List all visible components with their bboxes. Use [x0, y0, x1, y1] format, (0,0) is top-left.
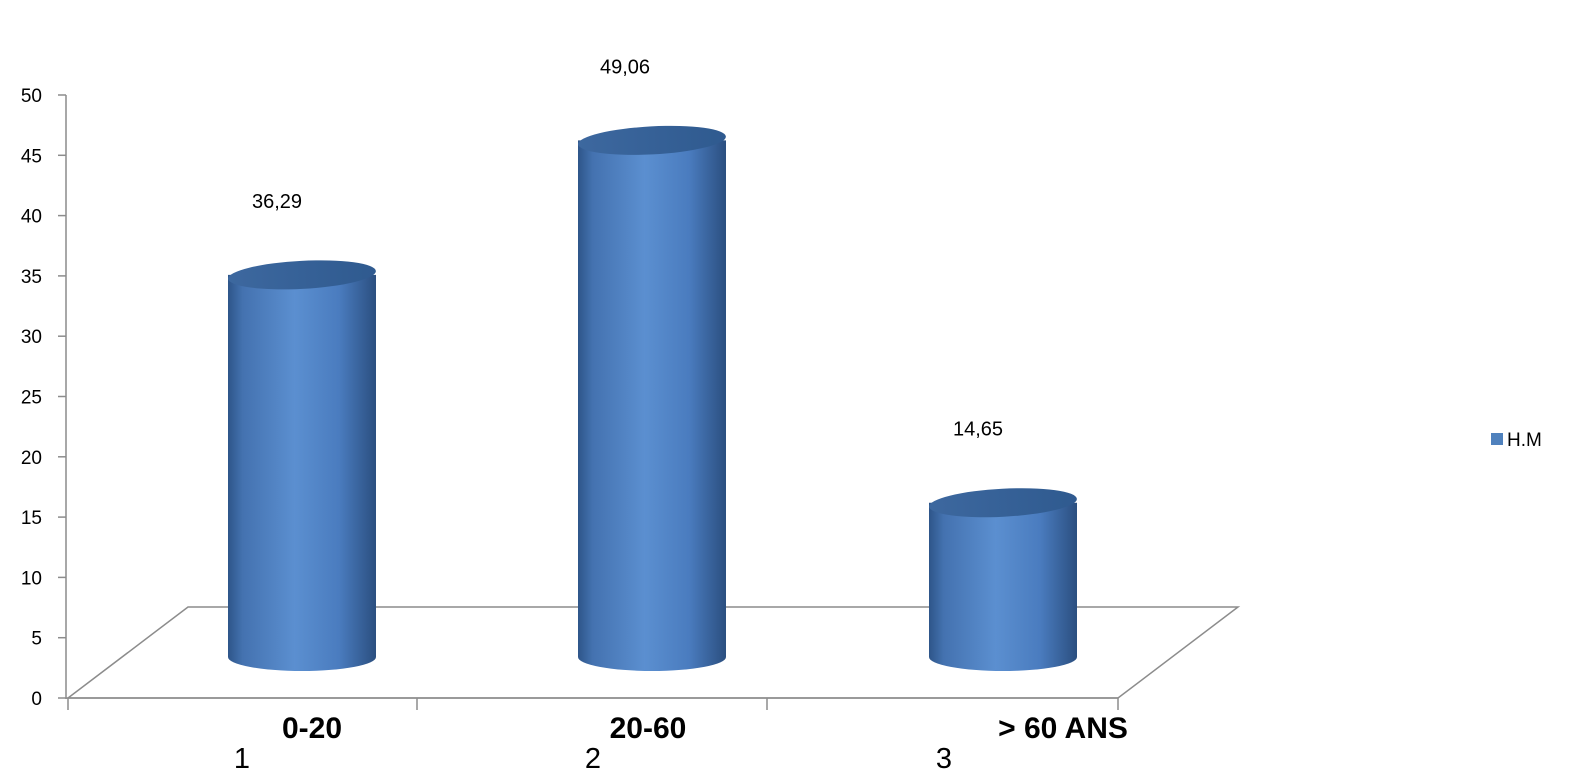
bar-1 [228, 260, 376, 671]
y-tick-label: 50 [21, 86, 42, 107]
category-label: > 60 ANS [998, 712, 1128, 745]
y-tick-label: 35 [21, 267, 42, 288]
bar-body [929, 502, 1077, 671]
y-tick-label: 15 [21, 508, 42, 529]
legend: H.M [1491, 430, 1542, 451]
y-tick-label: 25 [21, 388, 42, 409]
data-label: 49,06 [600, 56, 650, 78]
bar-3 [929, 488, 1077, 671]
category-label: 20-60 [610, 712, 687, 745]
y-tick-label: 5 [31, 629, 42, 650]
category-labels-group: 0-20 1 20-60 2 > 60 ANS 3 [234, 712, 1128, 775]
bar-body [228, 274, 376, 671]
data-labels-group: 36,29 49,06 14,65 [252, 56, 1003, 440]
y-tick-label: 40 [21, 207, 42, 228]
legend-swatch [1491, 433, 1503, 445]
y-tick-label: 45 [21, 146, 42, 167]
data-label: 14,65 [953, 419, 1003, 441]
y-axis-ticks: 0 5 10 15 20 25 30 35 40 45 50 [21, 86, 66, 710]
category-index-label: 2 [585, 743, 601, 775]
bar-2 [578, 125, 726, 671]
category-index-label: 3 [936, 743, 952, 775]
bar-top [578, 125, 726, 155]
data-label: 36,29 [252, 191, 302, 213]
category-index-label: 1 [234, 743, 250, 775]
y-tick-label: 30 [21, 327, 42, 348]
y-tick-label: 20 [21, 448, 42, 469]
category-label: 0-20 [282, 712, 342, 745]
bar-top [228, 260, 376, 290]
bar-top [929, 488, 1077, 518]
bar-body [578, 140, 726, 671]
legend-label: H.M [1507, 430, 1542, 451]
bars-group [228, 125, 1077, 671]
y-tick-label: 10 [21, 568, 42, 589]
y-tick-label: 0 [31, 689, 42, 710]
